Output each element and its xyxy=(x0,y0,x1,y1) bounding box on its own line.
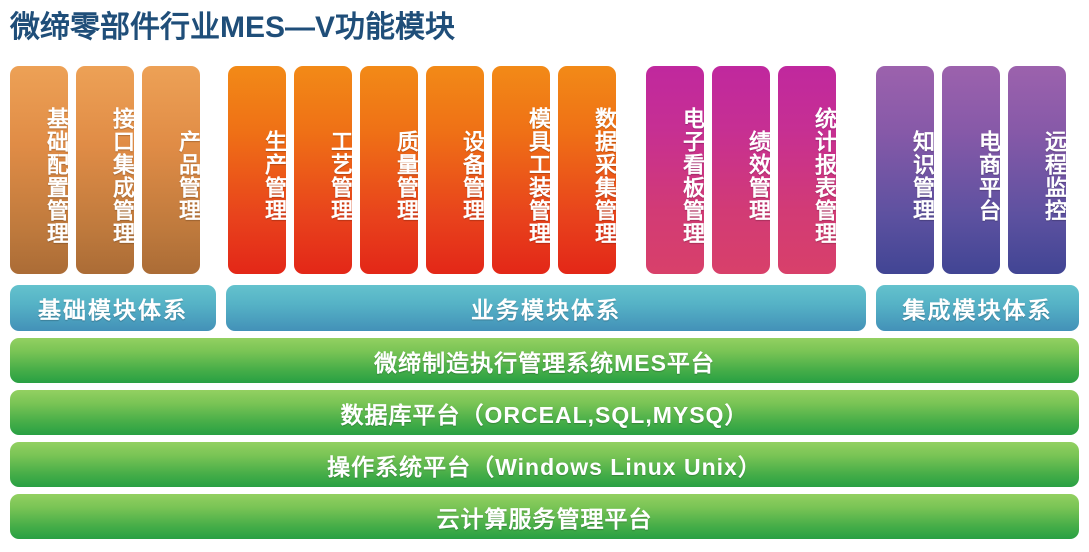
page-title: 微缔零部件行业MES—V功能模块 xyxy=(10,11,456,44)
module-column[interactable]: 电子看板管理 xyxy=(646,66,704,274)
platform-stack: 微缔制造执行管理系统MES平台 数据库平台（ORCEAL,SQL,MYSQ） 操作系… xyxy=(10,338,1079,539)
platform-row[interactable]: 数据库平台（ORCEAL,SQL,MYSQ） xyxy=(10,390,1079,435)
module-column[interactable]: 质量管理 xyxy=(360,66,418,274)
module-system-band[interactable]: 集成模块体系 xyxy=(876,285,1079,331)
module-column[interactable]: 接口集成管理 xyxy=(76,66,134,274)
module-system-band[interactable]: 业务模块体系 xyxy=(226,285,866,331)
module-column[interactable]: 产品管理 xyxy=(142,66,200,274)
module-column[interactable]: 远程监控 xyxy=(1008,66,1066,274)
module-column[interactable]: 基础配置管理 xyxy=(10,66,68,274)
module-system-bands-row: 基础模块体系 业务模块体系 集成模块体系 xyxy=(0,285,1089,331)
module-column[interactable]: 知识管理 xyxy=(876,66,934,274)
module-column[interactable]: 数据采集管理 xyxy=(558,66,616,274)
platform-row[interactable]: 云计算服务管理平台 xyxy=(10,494,1079,539)
platform-row[interactable]: 微缔制造执行管理系统MES平台 xyxy=(10,338,1079,383)
module-columns-row: 基础配置管理 接口集成管理 产品管理 生产管理 工艺管理 质量管理 设备管理 模具工装管理 数据… xyxy=(0,66,1089,274)
module-system-band[interactable]: 基础模块体系 xyxy=(10,285,216,331)
module-column[interactable]: 电商平台 xyxy=(942,66,1000,274)
module-column[interactable]: 工艺管理 xyxy=(294,66,352,274)
module-column[interactable]: 设备管理 xyxy=(426,66,484,274)
module-column[interactable]: 生产管理 xyxy=(228,66,286,274)
module-column[interactable]: 绩效管理 xyxy=(712,66,770,274)
module-column[interactable]: 模具工装管理 xyxy=(492,66,550,274)
module-column[interactable]: 统计报表管理 xyxy=(778,66,836,274)
platform-row[interactable]: 操作系统平台（Windows Linux Unix） xyxy=(10,442,1079,487)
